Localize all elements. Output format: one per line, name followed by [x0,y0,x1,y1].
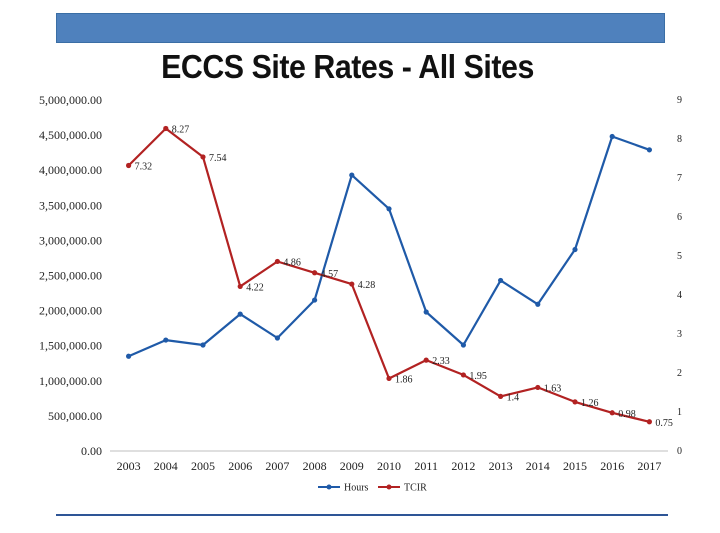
x-tick-label: 2008 [303,459,327,473]
data-point-tcir [460,372,466,378]
legend-label-tcir: TCIR [404,483,427,494]
legend-marker-hours [326,484,332,490]
x-tick-label: 2006 [228,459,252,473]
data-label-tcir: 1.86 [395,374,413,385]
data-point-hours [460,342,466,348]
y-right-tick-label: 1 [677,407,682,418]
y-right-tick-label: 3 [677,329,682,340]
data-label-tcir: 1.95 [469,371,487,382]
data-point-tcir [237,283,243,290]
y-right-tick-label: 0 [677,446,682,457]
y-left-tick-label: 1,500,000.00 [39,339,102,353]
data-point-hours [312,297,318,303]
x-tick-label: 2011 [414,459,438,473]
data-point-tcir [312,270,318,276]
data-label-tcir: 0.75 [655,418,673,429]
data-point-tcir [498,393,504,399]
y-left-tick-label: 4,000,000.00 [39,163,102,177]
y-left-tick-label: 3,000,000.00 [39,233,102,247]
y-right-tick-label: 9 [677,95,682,106]
x-tick-label: 2017 [637,459,661,473]
x-tick-label: 2007 [265,459,289,473]
data-label-tcir: 1.63 [544,383,562,394]
x-tick-label: 2016 [600,459,624,473]
legend-marker-tcir [386,484,392,490]
x-tick-label: 2012 [451,459,475,473]
y-left-tick-label: 2,500,000.00 [39,269,102,283]
data-point-hours [237,311,243,317]
y-right-tick-label: 4 [677,290,682,301]
data-point-hours [423,309,429,315]
data-point-hours [126,353,132,359]
data-point-hours [646,147,653,153]
y-left-tick-label: 0.00 [81,444,102,458]
x-tick-label: 2009 [340,459,364,473]
data-point-hours [572,246,578,253]
top-banner [56,13,665,43]
data-label-tcir: 1.26 [581,398,599,409]
y-right-tick-label: 8 [677,134,682,145]
y-left-tick-label: 500,000.00 [48,409,102,423]
data-point-tcir [386,375,392,382]
data-point-hours [386,206,392,212]
data-point-hours [274,335,280,341]
data-point-tcir [163,125,169,132]
data-point-tcir [572,399,578,405]
y-left-tick-label: 4,500,000.00 [39,128,102,142]
chart-title: ECCS Site Rates - All Sites [161,48,534,85]
y-left-tick-label: 1,000,000.00 [39,374,102,388]
x-tick-label: 2013 [489,459,513,473]
data-label-tcir: 1.4 [507,392,519,403]
y-right-tick-label: 6 [677,212,682,223]
data-point-hours [498,277,504,284]
y-right-tick-label: 2 [677,368,682,379]
x-tick-label: 2005 [191,459,215,473]
data-point-tcir [646,419,653,425]
data-label-tcir: 4.22 [246,282,264,293]
data-label-tcir: 4.57 [321,269,339,280]
data-point-tcir [535,384,541,391]
data-point-tcir [274,258,280,265]
y-left-tick-label: 5,000,000.00 [39,93,102,107]
data-point-hours [349,172,355,178]
x-tick-label: 2004 [154,459,178,473]
data-point-hours [609,133,615,140]
data-label-tcir: 0.98 [618,409,636,420]
data-point-tcir [423,357,429,363]
x-tick-label: 2015 [563,459,587,473]
data-point-hours [535,301,541,307]
data-point-tcir [200,154,206,160]
data-point-hours [200,342,206,348]
bottom-rule [56,514,668,516]
data-label-tcir: 7.32 [135,162,153,173]
x-tick-label: 2010 [377,459,401,473]
data-label-tcir: 4.86 [283,257,301,268]
data-label-tcir: 8.27 [172,124,190,135]
legend-label-hours: Hours [344,483,369,494]
x-tick-label: 2003 [117,459,141,473]
data-label-tcir: 7.54 [209,153,227,164]
y-left-tick-label: 2,000,000.00 [39,304,102,318]
data-point-tcir [609,410,615,416]
x-tick-label: 2014 [526,459,550,473]
y-left-tick-label: 3,500,000.00 [39,198,102,212]
data-label-tcir: 4.28 [358,280,376,291]
data-point-tcir [126,162,132,169]
y-right-tick-label: 5 [677,251,682,262]
data-label-tcir: 2.33 [432,356,450,367]
y-right-tick-label: 7 [677,173,682,184]
data-point-tcir [349,281,355,287]
data-point-hours [163,337,169,343]
